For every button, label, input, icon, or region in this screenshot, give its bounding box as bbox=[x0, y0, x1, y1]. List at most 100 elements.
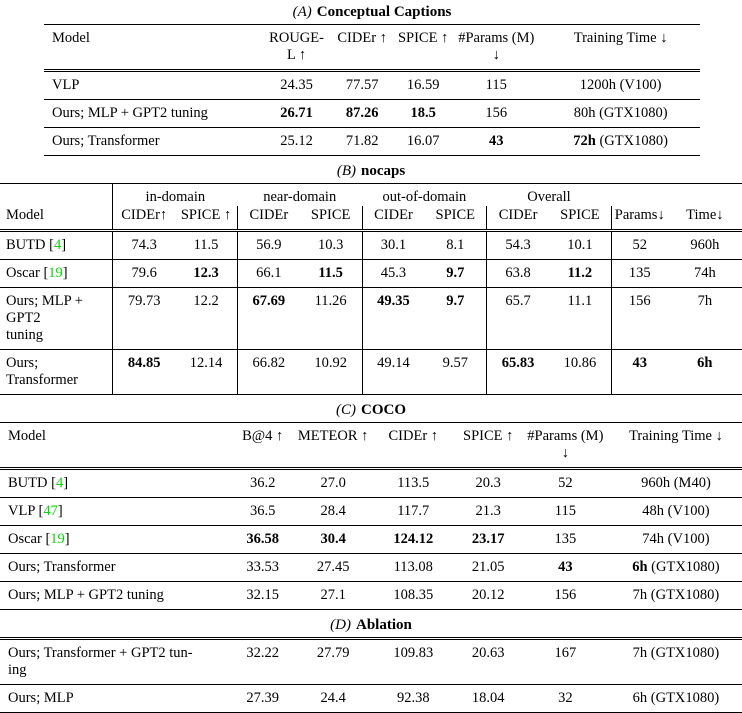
time-hours: 72h bbox=[573, 133, 596, 149]
value-cell: 113.08 bbox=[370, 553, 456, 582]
params-cell: 156 bbox=[611, 287, 668, 350]
value-cell: 74.3 bbox=[131, 237, 157, 253]
table-coco: Model B@4 ↑ METEOR ↑ CIDEr ↑ SPICE ↑ #Pa… bbox=[0, 422, 742, 610]
value-cell: 66.82 bbox=[237, 349, 300, 395]
params-cell: 115 bbox=[485, 77, 507, 93]
training-time-cell: 80h (GTX1080) bbox=[541, 99, 700, 128]
column-header-spice-out: SPICE bbox=[424, 206, 488, 232]
model-cell: BUTD [4] bbox=[0, 230, 114, 260]
value-cell: 28.4 bbox=[295, 497, 371, 526]
model-cell: Ours; MLP + GPT2 tuning bbox=[0, 287, 114, 350]
time-hardware: (V100) bbox=[667, 503, 710, 519]
citation-bracket: [ bbox=[38, 503, 44, 519]
value-cell: 65.83 bbox=[486, 349, 549, 395]
column-header-spice: SPICE ↑ bbox=[455, 422, 521, 470]
column-header-spice-near: SPICE bbox=[299, 206, 363, 232]
model-cell: Ours; MLP + GPT2 tuning bbox=[44, 99, 264, 128]
value-cell: 108.35 bbox=[370, 581, 456, 610]
table-row-butd: BUTD [4] 74.3 11.5 56.9 10.3 30.1 8.1 54… bbox=[0, 230, 742, 260]
training-time-cell: 1200h (V100) bbox=[541, 71, 700, 100]
time-hours: 7h bbox=[632, 587, 648, 603]
training-time-cell: 7h (GTX1080) bbox=[610, 639, 742, 685]
value-cell: 27.1 bbox=[295, 581, 371, 610]
value-cell: 23.17 bbox=[455, 525, 521, 554]
value-cell: 10.92 bbox=[299, 349, 363, 395]
citation-number[interactable]: 19 bbox=[50, 531, 65, 547]
column-header-params: #Params (M) ↓ bbox=[451, 24, 542, 72]
value-cell: 54.3 bbox=[505, 237, 531, 253]
params-cell: 43 bbox=[520, 553, 610, 582]
value-cell: 87.26 bbox=[329, 99, 395, 128]
value-cell: 10.86 bbox=[548, 349, 612, 395]
time-hardware: (M40) bbox=[673, 475, 711, 491]
model-cell: VLP [47] bbox=[0, 497, 231, 526]
subtable-a-conceptual-captions: (A) Conceptual Captions Model ROUGE-L ↑ C… bbox=[44, 1, 700, 156]
value-cell: 21.05 bbox=[455, 553, 521, 582]
citation-number[interactable]: 47 bbox=[43, 503, 58, 519]
header-row: Model ROUGE-L ↑ CIDEr ↑ SPICE ↑ #Params … bbox=[44, 24, 700, 72]
training-time-cell: 74h (V100) bbox=[609, 525, 742, 554]
value-cell: 24.4 bbox=[295, 684, 371, 713]
group-header-row: Model in-domain near-domain out-of-domai… bbox=[0, 183, 742, 232]
params-cell: 52 bbox=[632, 237, 647, 253]
model-cell: Ours; MLP bbox=[0, 684, 231, 713]
table-row-butd: BUTD [4] 36.2 27.0 113.5 20.3 52 960h (M… bbox=[0, 469, 742, 498]
citation-number[interactable]: 4 bbox=[53, 237, 62, 253]
column-header-training-time: Training Time ↓ bbox=[609, 422, 742, 470]
citation-bracket: [ bbox=[49, 237, 54, 253]
value-cell: 24.35 bbox=[280, 77, 313, 93]
training-time-cell: 7h (GTX1080) bbox=[609, 581, 742, 610]
time-hours: 6h bbox=[632, 559, 648, 575]
model-name: Ours; Transformer + GPT2 tun- bbox=[8, 645, 193, 661]
value-cell: 8.1 bbox=[424, 230, 488, 260]
citation-number[interactable]: 19 bbox=[48, 265, 63, 281]
time-hardware: (GTX1080) bbox=[599, 133, 668, 149]
table-row-vlp: VLP 24.35 77.57 16.59 115 1200h (V100) bbox=[44, 71, 700, 100]
value-cell: 20.3 bbox=[475, 475, 501, 491]
model-cell: BUTD [4] bbox=[0, 469, 230, 498]
model-name: BUTD bbox=[8, 475, 48, 491]
table-row-vlp: VLP [47] 36.5 28.4 117.7 21.3 115 48h (V… bbox=[0, 497, 742, 526]
table-row-oscar: Oscar [19] 79.6 12.3 66.1 11.5 45.3 9.7 … bbox=[0, 259, 742, 288]
citation-bracket: [ bbox=[43, 265, 49, 281]
subtable-c-letter: (C) bbox=[336, 402, 356, 418]
table-row-ours-transformer-gpt2: Ours; Transformer + GPT2 tun-ing 32.22 2… bbox=[0, 639, 742, 685]
time-hardware: (GTX1080) bbox=[650, 645, 720, 661]
citation-number[interactable]: 4 bbox=[55, 475, 64, 491]
subtable-a-letter: (A) bbox=[292, 4, 312, 20]
table-row-ours-transformer: Ours; Transformer 25.12 71.82 16.07 43 7… bbox=[44, 127, 700, 156]
model-cell: Ours; Transformer bbox=[44, 127, 264, 156]
value-cell: 11.5 bbox=[175, 230, 238, 260]
params-cell: 156 bbox=[520, 581, 610, 610]
subtable-c-title: COCO bbox=[361, 402, 406, 418]
value-cell: 21.3 bbox=[455, 497, 521, 526]
column-header-spice-overall: SPICE bbox=[548, 206, 612, 232]
value-cell: 30.4 bbox=[295, 525, 371, 554]
value-cell: 9.7 bbox=[424, 259, 488, 288]
citation-bracket: [ bbox=[45, 531, 51, 547]
model-cell: Ours; MLP + GPT2 tuning bbox=[0, 581, 231, 610]
value-cell: 113.5 bbox=[397, 475, 430, 491]
table-row-ours-mlp-gpt2: Ours; MLP + GPT2 tuning 32.15 27.1 108.3… bbox=[0, 581, 742, 610]
table-row-ours-mlp: Ours; MLP 27.39 24.4 92.38 18.04 32 6h (… bbox=[0, 684, 742, 713]
training-time-cell: 7h bbox=[667, 287, 742, 350]
table-row-ours-transformer: Ours; Transformer 33.53 27.45 113.08 21.… bbox=[0, 553, 742, 582]
model-name: tuning bbox=[6, 327, 44, 343]
time-hardware: (GTX1080) bbox=[599, 105, 668, 121]
subtable-b-letter: (B) bbox=[336, 163, 356, 179]
value-cell: 32.22 bbox=[246, 645, 279, 661]
column-header-spice-in: SPICE ↑ bbox=[175, 206, 238, 232]
value-cell: 27.79 bbox=[316, 645, 350, 661]
value-cell: 33.53 bbox=[230, 553, 296, 582]
value-cell: 20.63 bbox=[471, 645, 505, 661]
column-header-cider-in: CIDEr↑ bbox=[112, 206, 176, 232]
value-cell: 12.14 bbox=[175, 349, 238, 395]
column-header-spice: SPICE ↑ bbox=[394, 24, 452, 72]
value-cell: 25.12 bbox=[263, 127, 330, 156]
value-cell: 12.2 bbox=[175, 287, 238, 350]
value-cell: 67.69 bbox=[237, 287, 300, 350]
group-header-near-domain: near-domain bbox=[263, 189, 337, 205]
column-header-meteor: METEOR ↑ bbox=[295, 422, 371, 470]
table-conceptual-captions: Model ROUGE-L ↑ CIDEr ↑ SPICE ↑ #Params … bbox=[44, 24, 700, 156]
model-name: Oscar bbox=[8, 531, 42, 547]
